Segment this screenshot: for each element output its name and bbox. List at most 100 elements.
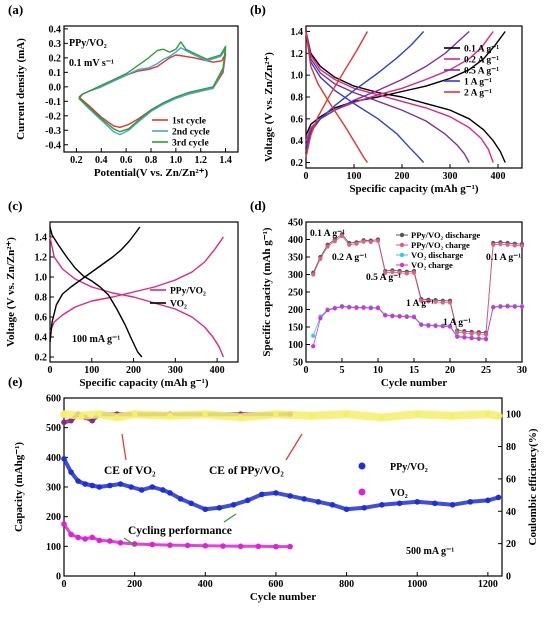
legend-entry-label: PPy/VO₂ charge — [411, 240, 470, 250]
data-point — [287, 493, 293, 499]
data-point — [485, 497, 491, 504]
data-point — [216, 504, 223, 511]
series-line — [312, 305, 522, 340]
x-tick-label: 600 — [268, 579, 283, 590]
x-tick-label: 0.2 — [70, 155, 83, 166]
data-point — [375, 306, 381, 311]
x-axis-label: Cycle number — [250, 591, 316, 603]
data-point — [311, 344, 316, 349]
rate-annotation: 0.1 A g⁻¹ — [310, 229, 345, 239]
legend-entry-marker — [399, 262, 405, 268]
y-tick-label: 0 — [56, 572, 61, 583]
x-tick-label: 100 — [84, 365, 99, 376]
data-point — [433, 299, 438, 304]
x-tick-label: 300 — [443, 171, 458, 182]
y-tick-label: 0.2 — [35, 353, 48, 364]
x-tick-label: 1.2 — [194, 155, 207, 166]
y2-axis-label: Coulombic efficiency(%) — [527, 428, 539, 545]
data-point — [82, 536, 88, 542]
x-tick-label: 0 — [62, 579, 67, 590]
data-point — [78, 413, 85, 419]
series-line — [49, 236, 224, 333]
series-line — [312, 305, 522, 347]
data-point — [332, 239, 337, 244]
x-tick-label: 800 — [339, 579, 354, 590]
data-point — [375, 238, 381, 243]
data-point — [89, 417, 96, 424]
data-point — [167, 413, 173, 419]
x-tick-label: 30 — [517, 365, 527, 376]
data-point — [440, 324, 445, 329]
panel-label: (a) — [8, 2, 23, 17]
callout-ce-ppy-vo2: CE of PPy/VO₂ — [209, 465, 284, 477]
y-tick-label: 1.4 — [35, 233, 48, 244]
x-tick-label: 1.4 — [219, 155, 232, 166]
data-point — [390, 269, 395, 275]
data-point — [332, 306, 337, 311]
legend-entry-label: 1 A g⁻¹ — [464, 78, 492, 88]
y-tick-label: 0.6 — [35, 313, 48, 324]
x-tick-label: 0.6 — [120, 155, 133, 166]
legend-entry-marker — [399, 242, 405, 248]
data-point — [361, 305, 366, 310]
data-point — [117, 481, 124, 487]
data-point — [414, 499, 421, 505]
callout-cycling: Cycling performance — [128, 525, 232, 537]
x-tick-label: 400 — [198, 579, 213, 590]
data-point — [354, 241, 359, 246]
data-point — [160, 487, 166, 493]
data-point — [202, 506, 209, 513]
y-tick-label: 1.2 — [291, 49, 304, 60]
y-axis-label: Capacity (mAhg⁻¹) — [13, 442, 25, 532]
data-point — [68, 469, 74, 475]
y-tick-label: 600 — [46, 394, 61, 405]
data-point — [512, 304, 517, 309]
data-point — [411, 315, 417, 320]
y-tick-label: 0.6 — [291, 114, 304, 125]
x-tick-label: 1.0 — [170, 155, 183, 166]
panel-label: (b) — [250, 2, 266, 17]
data-point — [396, 500, 403, 507]
x-tick-label: 15 — [409, 365, 419, 376]
series-line — [305, 31, 368, 163]
data-point — [96, 537, 103, 544]
data-point — [117, 539, 124, 546]
x-tick-label: 200 — [395, 171, 410, 182]
y-tick-label: 250 — [288, 288, 303, 299]
data-point — [273, 543, 279, 550]
data-point — [347, 305, 352, 310]
data-point — [426, 299, 431, 304]
data-point — [397, 270, 402, 275]
x-tick-label: 0.4 — [95, 155, 108, 166]
y-tick-label: 100 — [46, 542, 61, 553]
x-tick-label: 200 — [126, 365, 141, 376]
data-point — [244, 497, 251, 504]
y-tick-label: 0.3 — [49, 39, 62, 50]
data-point — [339, 233, 345, 239]
data-point — [75, 534, 81, 541]
data-point — [325, 244, 330, 249]
callout-arrow — [121, 433, 127, 461]
data-point — [462, 330, 467, 336]
y-axis-label: Specific capacity (mAh g⁻¹) — [261, 227, 273, 357]
data-point — [167, 542, 173, 548]
rate-annotation: 0.5 A g⁻¹ — [366, 273, 401, 283]
y-tick-label: -0.2 — [45, 111, 61, 122]
panel-annotation: 0.1 mV s⁻¹ — [69, 58, 114, 69]
legend-entry-label: PPy/VO₂ discharge — [411, 230, 480, 240]
y-tick-label: 0.2 — [291, 158, 304, 169]
data-point — [462, 335, 467, 340]
data-point — [89, 534, 96, 541]
series-line — [305, 31, 494, 163]
series-line — [305, 31, 470, 163]
y-tick-label: 400 — [46, 453, 61, 464]
panel-title: PPy/VO₂ — [69, 38, 107, 49]
legend-entry-marker — [358, 462, 366, 470]
data-point — [107, 538, 113, 544]
data-point — [287, 543, 293, 550]
x-axis-label: Specific capacity (mAh g⁻¹) — [349, 183, 479, 195]
rate-annotation: 1 A g⁻¹ — [443, 318, 471, 328]
data-point — [379, 502, 385, 508]
data-point — [455, 330, 460, 335]
